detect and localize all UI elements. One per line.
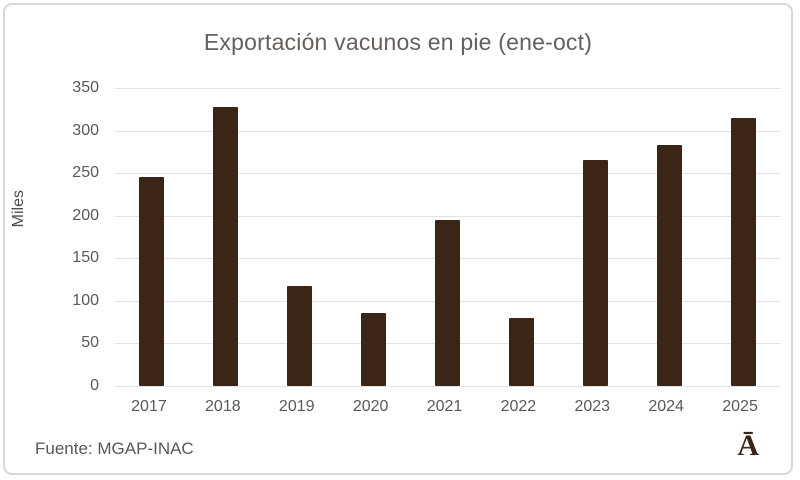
gridline — [115, 88, 780, 89]
gridline — [115, 386, 780, 387]
bar-2018 — [213, 106, 239, 386]
x-tick-label: 2023 — [574, 398, 611, 415]
plot-area — [115, 88, 780, 387]
bar-2017 — [139, 176, 165, 386]
bar-2020 — [361, 312, 387, 386]
x-tick-label: 2025 — [722, 398, 758, 415]
x-tick-label: 2022 — [500, 398, 537, 415]
bar-2019 — [287, 286, 313, 386]
y-axis-title-text: Miles — [10, 189, 27, 228]
y-tick-label: 150 — [72, 249, 99, 267]
y-tick-label: 350 — [72, 79, 99, 96]
x-tick-label: 2017 — [131, 398, 167, 415]
bar-2024 — [656, 145, 682, 386]
x-tick-label: 2024 — [648, 398, 684, 415]
chart-title: Exportación vacunos en pie (ene-oct) — [203, 29, 593, 55]
gridline — [115, 173, 780, 175]
bar-2022 — [508, 317, 534, 386]
chart-frame: Exportación vacunos en pie (ene-oct) Mil… — [3, 3, 793, 475]
x-tick-label: 2019 — [278, 398, 315, 415]
bar-2021 — [435, 219, 460, 386]
y-tick-label: 0 — [90, 377, 99, 394]
y-tick-label: 100 — [72, 291, 99, 309]
x-tick-label: 2020 — [352, 398, 389, 415]
y-tick-label: 250 — [72, 164, 99, 182]
brand-logo: Ā — [737, 429, 759, 462]
x-tick-label: 2021 — [426, 398, 463, 415]
gridline — [115, 130, 780, 132]
x-tick-label: 2018 — [205, 398, 241, 415]
bar-2023 — [582, 160, 608, 386]
gridline — [115, 215, 780, 217]
source-note: Fuente: MGAP-INAC — [35, 439, 194, 458]
y-tick-label: 50 — [81, 334, 99, 352]
y-tick-label: 200 — [72, 206, 99, 224]
y-tick-label: 300 — [72, 121, 99, 139]
bar-2025 — [730, 117, 756, 386]
